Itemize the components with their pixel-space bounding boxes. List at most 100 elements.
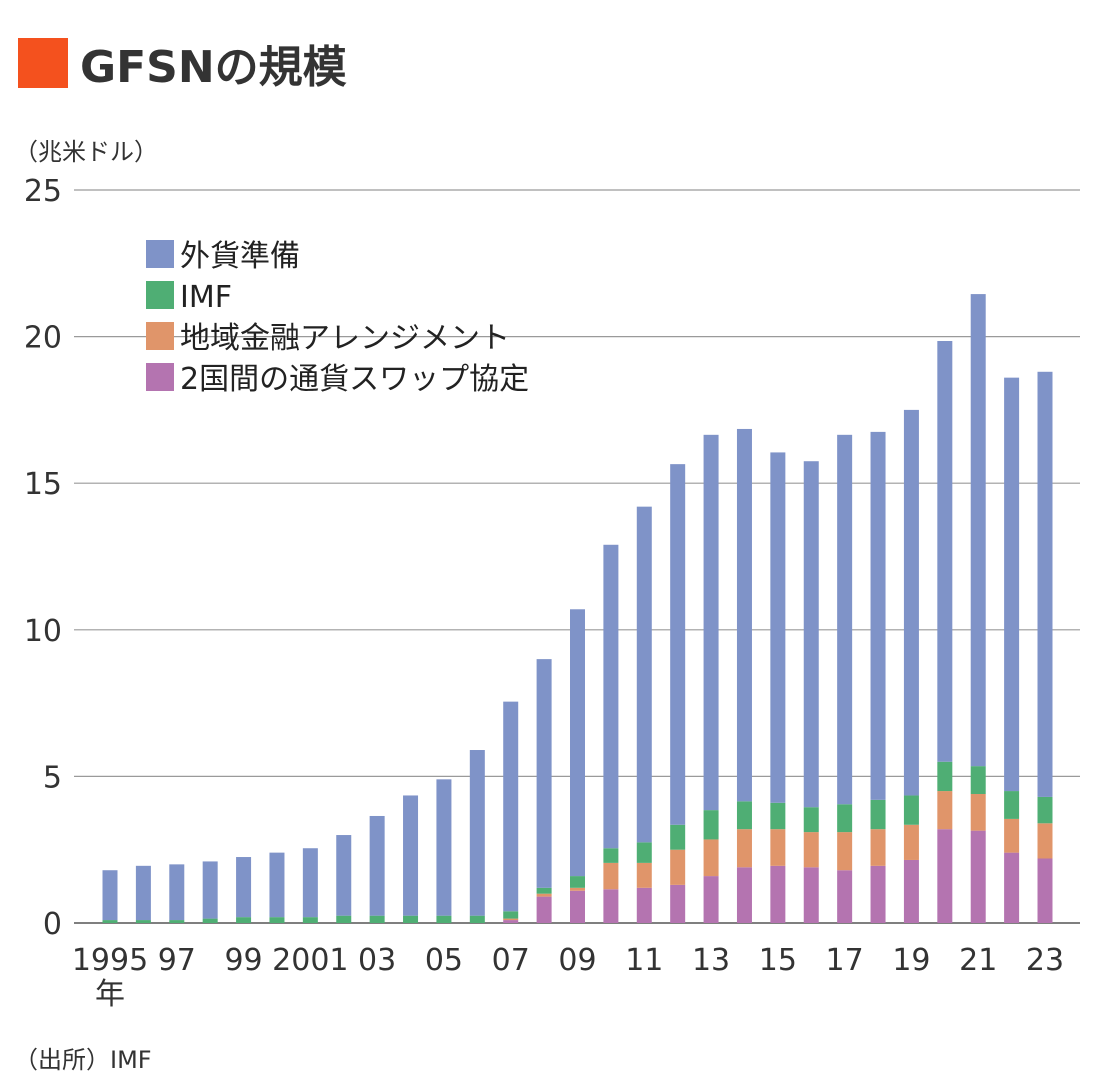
bar-segment-rfa-2014 [736,829,752,868]
y-tick-label: 5 [43,760,62,795]
x-tick-label: 09 [558,943,596,978]
legend-swatch-imf [146,281,174,309]
bar-segment-fx_reserves-2009 [570,609,585,877]
bar-segment-fx_reserves-2003 [369,815,385,916]
bar-segment-imf-2001 [302,917,318,923]
source-label: （出所）IMF [14,1046,152,1074]
x-tick-label: 17 [826,943,864,978]
bar-segment-rfa-2020 [937,791,953,830]
bar-segment-rfa-2018 [870,829,886,866]
bar-segment-bsa-2018 [870,865,886,923]
bar-segment-fx_reserves-2000 [269,852,285,918]
bar-segment-fx_reserves-1999 [236,857,252,918]
bar-segment-fx_reserves-2016 [803,461,819,808]
x-tick-label: 1995 [72,943,148,978]
bar-segment-fx_reserves-2018 [870,431,886,800]
bar-segment-rfa-2009 [570,887,585,891]
x-tick-label: 21 [959,943,997,978]
bar-segment-fx_reserves-2021 [970,294,986,767]
bar-segment-bsa-2016 [803,867,819,923]
legend-swatch-bsa [146,363,174,391]
bar-segment-fx_reserves-2008 [536,659,552,888]
y-tick-label: 20 [24,321,62,356]
bar-segment-fx_reserves-1995 [102,870,118,921]
x-tick-label: 23 [1026,943,1064,978]
bar-segment-rfa-2010 [603,862,619,890]
x-tick-labels: 1995 97 99 2001 03 05 07 09 11 13 15 17 19 21 23 年 [72,943,1064,1012]
legend-label-fx_reserves: 外貨準備 [180,239,300,274]
bar-segment-bsa-2022 [1004,852,1020,923]
bar-segment-rfa-2023 [1037,823,1053,859]
bar-segment-imf-2017 [837,804,853,833]
x-tick-label: 2001 [272,943,348,978]
bar-segment-imf-2016 [803,807,819,833]
bar-segment-fx_reserves-2007 [503,701,519,912]
bar-segment-imf-2022 [1004,791,1020,819]
y-unit-label: （兆米ドル） [14,138,158,166]
bar-segment-imf-2021 [970,766,986,794]
bar-segment-imf-1995 [102,920,118,923]
bar-segment-fx_reserves-2004 [403,795,419,916]
bar-segment-imf-2020 [937,761,953,792]
bar-segment-imf-2002 [336,915,352,923]
bar-segment-fx_reserves-2001 [302,848,318,918]
bar-segment-rfa-2007 [503,918,519,921]
bar-segment-bsa-2008 [536,896,552,923]
bar-segment-fx_reserves-1996 [135,865,151,921]
legend-swatch-rfa [146,322,174,350]
bar-segment-imf-2015 [770,802,786,830]
bar-segment-rfa-2015 [770,829,786,866]
bar-segment-imf-1998 [202,918,218,923]
bar-segment-bsa-2007 [503,920,519,923]
y-tick-label: 10 [24,614,62,649]
bar-segment-imf-2023 [1037,796,1053,824]
bar-segment-fx_reserves-2022 [1004,377,1020,792]
bar-segment-imf-2008 [536,887,552,894]
x-tick-label: 11 [625,943,663,978]
legend-label-imf: IMF [180,280,232,315]
bar-segment-bsa-2021 [970,830,986,923]
y-tick-labels: 0 5 10 15 20 25 [24,174,62,942]
bar-segment-fx_reserves-1997 [169,864,185,921]
bar-segment-rfa-2021 [970,793,986,831]
x-tick-label: 05 [425,943,463,978]
bar-segment-imf-2005 [436,915,452,923]
x-tick-label: 97 [158,943,196,978]
title-marker [18,38,68,88]
bar-segment-imf-2000 [269,917,285,923]
legend-swatch-fx_reserves [146,240,174,268]
x-tick-label: 15 [759,943,797,978]
bar-segment-rfa-2013 [703,839,719,877]
bar-segment-rfa-2012 [670,849,686,885]
legend-label-rfa: 地域金融アレンジメント [180,321,510,356]
chart-title: GFSNの規模 [80,42,347,93]
bar-segment-imf-2014 [736,801,752,830]
x-tick-label: 99 [224,943,262,978]
bar-segment-bsa-2023 [1037,858,1053,923]
y-tick-label: 15 [24,467,62,502]
y-tick-label: 25 [24,174,62,209]
bar-segment-imf-2019 [903,795,919,825]
x-tick-label: 07 [492,943,530,978]
bar-segment-bsa-2009 [570,890,585,923]
bar-segment-rfa-2019 [903,824,919,860]
bar-segment-imf-2009 [570,876,585,888]
bar-segment-fx_reserves-2012 [670,464,686,825]
bar-segment-imf-2013 [703,810,719,840]
bar-segment-imf-2004 [403,915,419,923]
bar-segment-imf-2011 [636,842,652,863]
bar-segment-fx_reserves-2010 [603,544,619,849]
bar-segment-imf-2006 [469,915,485,923]
bar-segment-fx_reserves-1998 [202,861,218,919]
bar-segment-bsa-2014 [736,867,752,923]
x-tick-label: 13 [692,943,730,978]
bar-segment-imf-1996 [135,920,151,923]
bar-segment-fx_reserves-2013 [703,434,719,811]
y-tick-label: 0 [43,907,62,942]
bar-segment-bsa-2011 [636,887,652,923]
bar-segment-bsa-2017 [837,870,853,923]
bar-segment-imf-2010 [603,848,619,863]
bar-segment-fx_reserves-2017 [837,434,853,805]
bar-segment-bsa-2019 [903,859,919,923]
bar-segment-bsa-2020 [937,829,953,923]
